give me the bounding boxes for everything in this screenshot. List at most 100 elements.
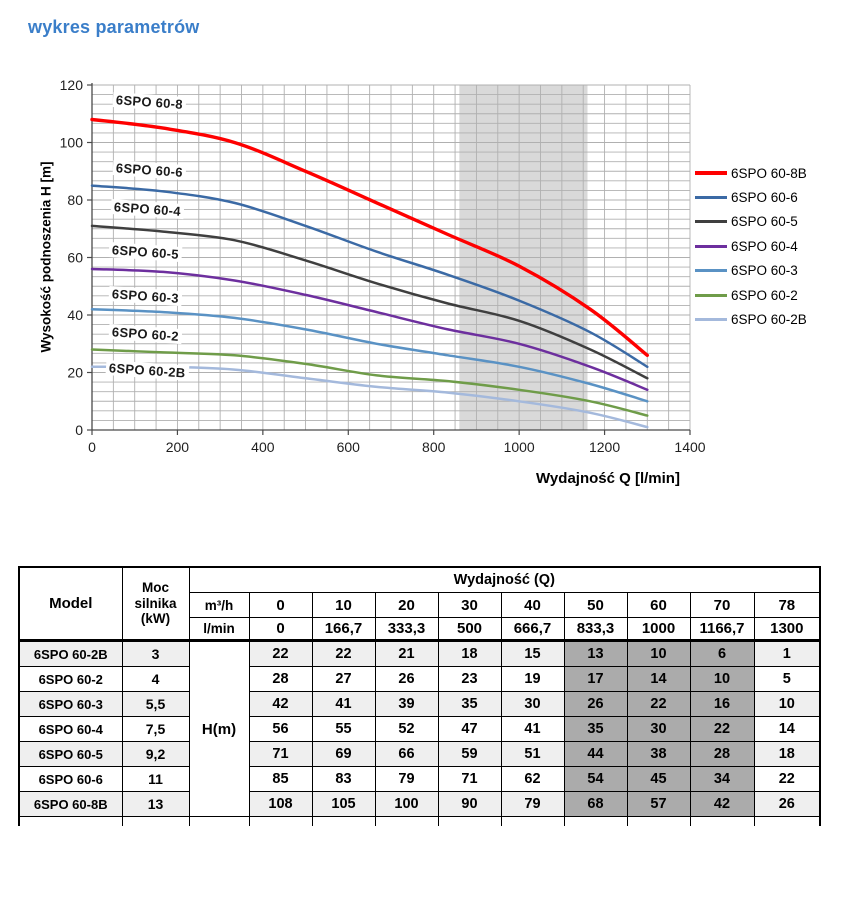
- flow-m3h-value: 78: [753, 592, 821, 618]
- head-value: 18: [753, 741, 821, 767]
- head-value: 42: [248, 691, 313, 717]
- head-value: 79: [374, 766, 439, 792]
- legend-label: 6SPO 60-3: [731, 263, 798, 279]
- legend-item: 6SPO 60-8B: [695, 161, 807, 185]
- curve-6spo-60-2: [90, 348, 649, 417]
- flow-m3h-value: 60: [626, 592, 691, 618]
- cropped-cell: [188, 816, 250, 826]
- legend-item: 6SPO 60-3: [695, 259, 807, 283]
- head-value: 56: [248, 716, 313, 742]
- legend-label: 6SPO 60-5: [731, 214, 798, 230]
- cropped-cell: [121, 816, 190, 826]
- col-header-flow: Wydajność (Q): [188, 566, 821, 593]
- power-kw: 9,2: [121, 741, 190, 767]
- curve-6spo-60-5: [90, 224, 649, 380]
- head-value: 57: [626, 791, 691, 817]
- cropped-cell: [500, 816, 565, 826]
- head-value: 28: [689, 741, 755, 767]
- cropped-cell: [437, 816, 502, 826]
- head-value: 26: [374, 666, 439, 692]
- legend-line-swatch: [695, 269, 727, 273]
- legend-line-swatch: [695, 171, 727, 176]
- power-kw: 13: [121, 791, 190, 817]
- flow-m3h-value: 10: [311, 592, 376, 618]
- head-value: 71: [437, 766, 502, 792]
- flow-m3h-value: 70: [689, 592, 755, 618]
- table-row: 6SPO 60-2B 3 H(m) 22 22 21 18 15 13 10 6 1: [18, 640, 821, 817]
- head-value: 108: [248, 791, 313, 817]
- legend-item: 6SPO 60-4: [695, 234, 807, 258]
- x-tick-label: 400: [251, 439, 275, 455]
- head-value: 1: [753, 640, 821, 667]
- legend-label: 6SPO 60-8B: [731, 165, 807, 181]
- head-value: 71: [248, 741, 313, 767]
- head-value: 35: [563, 716, 628, 742]
- head-value: 14: [753, 716, 821, 742]
- head-value: 44: [563, 741, 628, 767]
- cropped-cell: [626, 816, 691, 826]
- flow-m3h-value: 30: [437, 592, 502, 618]
- unit-label-m3h: m³/h: [188, 592, 250, 618]
- head-value: 15: [500, 640, 565, 667]
- flow-m3h-value: 0: [248, 592, 313, 618]
- cropped-cell: [689, 816, 755, 826]
- head-value: 69: [311, 741, 376, 767]
- head-value: 10: [753, 691, 821, 717]
- legend-line-swatch: [695, 220, 727, 224]
- legend-item: 6SPO 60-5: [695, 210, 807, 234]
- head-value: 10: [626, 640, 691, 667]
- model-name: 6SPO 60-8B: [18, 791, 123, 817]
- head-value: 22: [626, 691, 691, 717]
- x-axis-title: Wydajność Q [l/min]: [536, 470, 680, 487]
- table-row: 6SPO 60-2 4 28 27 26 23 19 17 14 10 5: [18, 666, 821, 692]
- head-value: 42: [689, 791, 755, 817]
- cropped-cell: [753, 816, 821, 826]
- page-title: wykres parametrów: [28, 17, 200, 38]
- x-tick-label: 1000: [504, 439, 535, 455]
- head-value: 85: [248, 766, 313, 792]
- y-tick-label: 100: [60, 135, 84, 151]
- model-name: 6SPO 60-5: [18, 741, 123, 767]
- y-tick-label: 20: [67, 365, 83, 381]
- parameters-table-section: Model Moc silnika (kW) Wydajność (Q) m³/h 0 1…: [18, 566, 822, 826]
- y-tick-label: 80: [67, 192, 83, 208]
- head-value: 30: [500, 691, 565, 717]
- head-value: 22: [753, 766, 821, 792]
- head-value: 39: [374, 691, 439, 717]
- head-value: 27: [311, 666, 376, 692]
- legend-item: 6SPO 60-6: [695, 185, 807, 209]
- legend-label: 6SPO 60-6: [731, 190, 798, 206]
- model-name: 6SPO 60-3: [18, 691, 123, 717]
- flow-lmin-value: 333,3: [374, 617, 439, 642]
- head-value: 105: [311, 791, 376, 817]
- flow-m3h-value: 20: [374, 592, 439, 618]
- head-value: 22: [248, 640, 313, 667]
- cropped-cell: [374, 816, 439, 826]
- head-value: 28: [248, 666, 313, 692]
- chart-legend: 6SPO 60-8B 6SPO 60-6 6SPO 60-5 6SPO 60-4 6SP…: [695, 161, 807, 332]
- unit-label-lmin: l/min: [188, 617, 250, 642]
- head-value: 83: [311, 766, 376, 792]
- head-value: 51: [500, 741, 565, 767]
- curve-6spo-60-6: [90, 184, 649, 369]
- table-row: 6SPO 60-4 7,5 56 55 52 47 41 35 30 22 14: [18, 716, 821, 742]
- head-value: 22: [689, 716, 755, 742]
- head-value: 17: [563, 666, 628, 692]
- legend-line-swatch: [695, 293, 727, 297]
- head-value: 52: [374, 716, 439, 742]
- flow-m3h-value: 40: [500, 592, 565, 618]
- x-tick-label: 200: [166, 439, 190, 455]
- head-value: 59: [437, 741, 502, 767]
- model-name: 6SPO 60-2B: [18, 640, 123, 667]
- x-tick-label: 1200: [589, 439, 620, 455]
- curve-6spo-60-8b: [90, 117, 649, 357]
- pump-curves-chart: 0 20 40 60 80 100 120 0 200 400 600 800 1000 1200 1400…: [39, 77, 807, 487]
- y-tick-label: 40: [67, 307, 83, 323]
- head-value: 30: [626, 716, 691, 742]
- flow-lmin-value: 0: [248, 617, 313, 642]
- power-kw: 3: [121, 640, 190, 667]
- flow-lmin-value: 1000: [626, 617, 691, 642]
- flow-lmin-value: 833,3: [563, 617, 628, 642]
